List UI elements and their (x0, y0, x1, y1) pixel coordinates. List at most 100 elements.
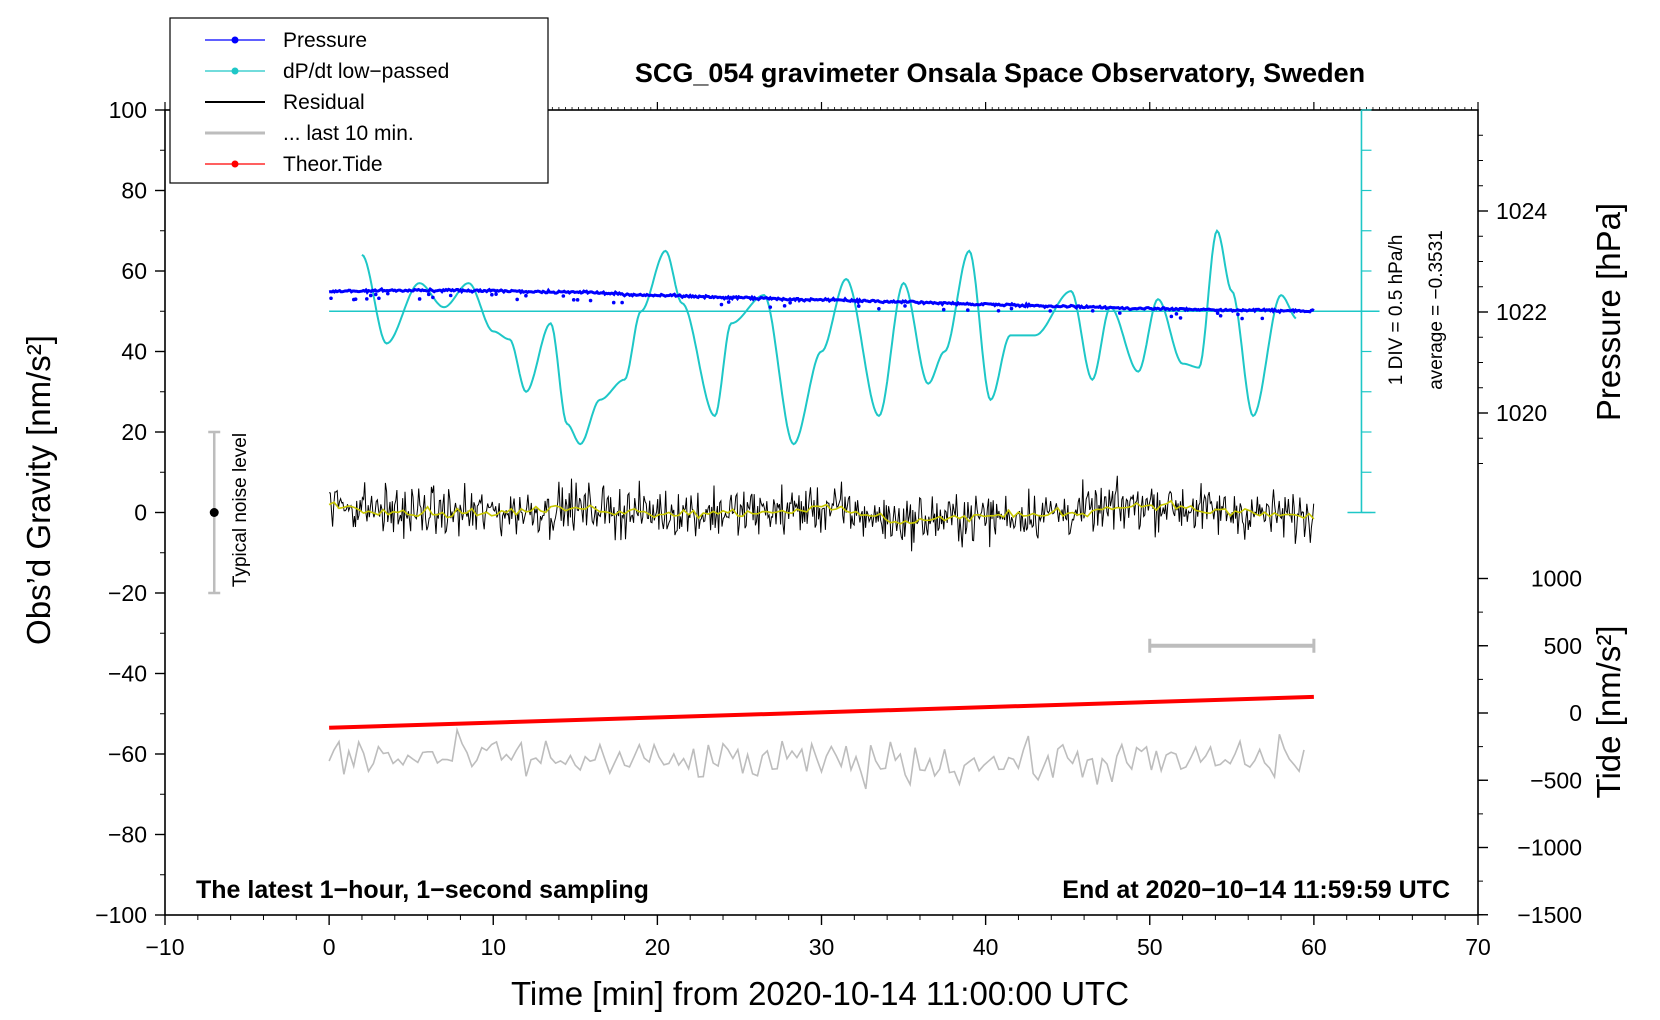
pressure-point (490, 292, 494, 297)
note-sampling: The latest 1−hour, 1−second sampling (196, 876, 649, 904)
y-axis-label-tide: Tide [nm/s²] (1590, 626, 1627, 799)
y-tick-label: 0 (134, 500, 147, 526)
tide-tick-label: −1500 (1517, 902, 1582, 928)
pressure-point (426, 292, 431, 297)
x-tick-label: 10 (480, 934, 506, 960)
pressure-point (353, 297, 358, 301)
chart-title: SCG_054 gravimeter Onsala Space Observat… (635, 58, 1365, 88)
pressure-point (575, 298, 580, 302)
legend-entry-label: Theor.Tide (283, 153, 383, 176)
pressure-point (448, 293, 453, 298)
y-axis-pressure: 1020 1022 1024 (1478, 134, 1547, 464)
legend-entry-label: Pressure (283, 29, 367, 52)
x-tick-label: 60 (1301, 934, 1327, 960)
pressure-point (782, 304, 787, 308)
residual-series-line (328, 475, 1315, 552)
note-end-time: End at 2020−10−14 11:59:59 UTC (1062, 876, 1450, 904)
pressure-point (386, 291, 390, 296)
x-tick-label: 20 (645, 934, 671, 960)
y-tick-label: −80 (108, 822, 147, 848)
pressure-point (620, 300, 624, 305)
pressure-point (856, 304, 861, 308)
x-tick-label: −10 (145, 934, 184, 960)
pressure-point (719, 302, 724, 307)
pressure-point (996, 308, 1001, 313)
residual-smoothed-line (328, 499, 1315, 525)
tide-tick-label: 0 (1569, 700, 1582, 726)
legend-swatch-dot (231, 160, 239, 168)
pressure-point (365, 297, 369, 301)
legend-entry-label: dP/dt low−passed (283, 60, 449, 83)
y-tick-label: −60 (108, 741, 147, 767)
x-tick-label: 0 (323, 934, 336, 960)
x-axis-label: Time [min] from 2020-10-14 11:00:00 UTC (511, 975, 1129, 1012)
y-tick-label: 80 (121, 178, 147, 204)
pressure-point (611, 300, 616, 305)
pressure-point (1215, 311, 1220, 316)
pressure-tick-label: 1020 (1496, 400, 1547, 426)
pressure-point (1178, 316, 1183, 320)
x-tick-label: 30 (809, 934, 835, 960)
pressure-point (1048, 309, 1053, 313)
y-tick-label: −40 (108, 661, 147, 687)
legend: Pressure dP/dt low−passed Residual ... last… (169, 17, 549, 184)
pressure-point (768, 305, 773, 309)
pressure-point (1260, 316, 1265, 321)
y-tick-label: 40 (121, 339, 147, 365)
pressure-point (431, 295, 435, 300)
tide-tick-label: 500 (1544, 633, 1582, 659)
pressure-series-line (328, 286, 1315, 315)
legend-entry-label: ... last 10 min. (283, 122, 414, 145)
pressure-tick-label: 1022 (1496, 299, 1547, 325)
y-tick-label: 100 (109, 97, 147, 123)
dpdt-average-label: average = −0.3531 (1426, 230, 1447, 390)
y-tick-label: −20 (108, 580, 147, 606)
pressure-point (561, 294, 566, 298)
pressure-point (373, 292, 378, 297)
y-tick-label: 20 (121, 419, 147, 445)
y-axis-gravity: −100 −80 −60 −40 −20 0 20 40 60 80 100 (95, 97, 165, 928)
x-tick-label: 50 (1137, 934, 1163, 960)
pressure-point (877, 307, 881, 311)
noise-bar-center (209, 508, 219, 517)
x-tick-label: 70 (1465, 934, 1491, 960)
pressure-point (788, 300, 792, 305)
pressure-point (1118, 311, 1122, 315)
pressure-point (965, 308, 970, 312)
pressure-point (1009, 306, 1014, 311)
pressure-point (1240, 316, 1244, 321)
pressure-point (515, 297, 519, 302)
pressure-point (329, 296, 333, 301)
pressure-tick-label: 1024 (1496, 198, 1547, 224)
last-10min-series-line (328, 726, 1305, 790)
y-axis-tide: −1500 −1000 −500 0 500 1000 (1478, 566, 1582, 928)
tide-tick-label: 1000 (1531, 566, 1582, 592)
dpdt-scale-label: 1 DIV = 0.5 hPa/h (1386, 235, 1407, 386)
tide-tick-label: −1000 (1517, 835, 1582, 861)
noise-level-label: Typical noise level (230, 433, 251, 587)
series-layer (208, 229, 1380, 790)
y-axis-label-pressure: Pressure [hPa] (1590, 203, 1627, 421)
pressure-point (903, 304, 907, 308)
y-tick-label: −100 (95, 902, 147, 928)
pressure-point (1174, 312, 1179, 316)
pressure-point (571, 298, 576, 302)
legend-box (169, 17, 549, 184)
x-axis: −10 0 10 20 30 40 50 60 70 (145, 102, 1491, 960)
pressure-point (588, 298, 593, 303)
pressure-point (377, 296, 381, 301)
tide-series-line (329, 694, 1314, 730)
y-axis-label-gravity: Obs’d Gravity [nm/s²] (20, 335, 57, 645)
pressure-point (1090, 309, 1095, 313)
pressure-point (494, 292, 498, 296)
pressure-point (1169, 314, 1174, 319)
pressure-point (417, 297, 422, 301)
dpdt-series-line (361, 229, 1297, 446)
pressure-point (1218, 313, 1223, 318)
legend-entry-label: Residual (283, 91, 365, 114)
pressure-point (941, 307, 946, 312)
pressure-point (368, 293, 373, 298)
tide-tick-label: −500 (1530, 767, 1582, 793)
legend-swatch-dot (231, 67, 239, 75)
